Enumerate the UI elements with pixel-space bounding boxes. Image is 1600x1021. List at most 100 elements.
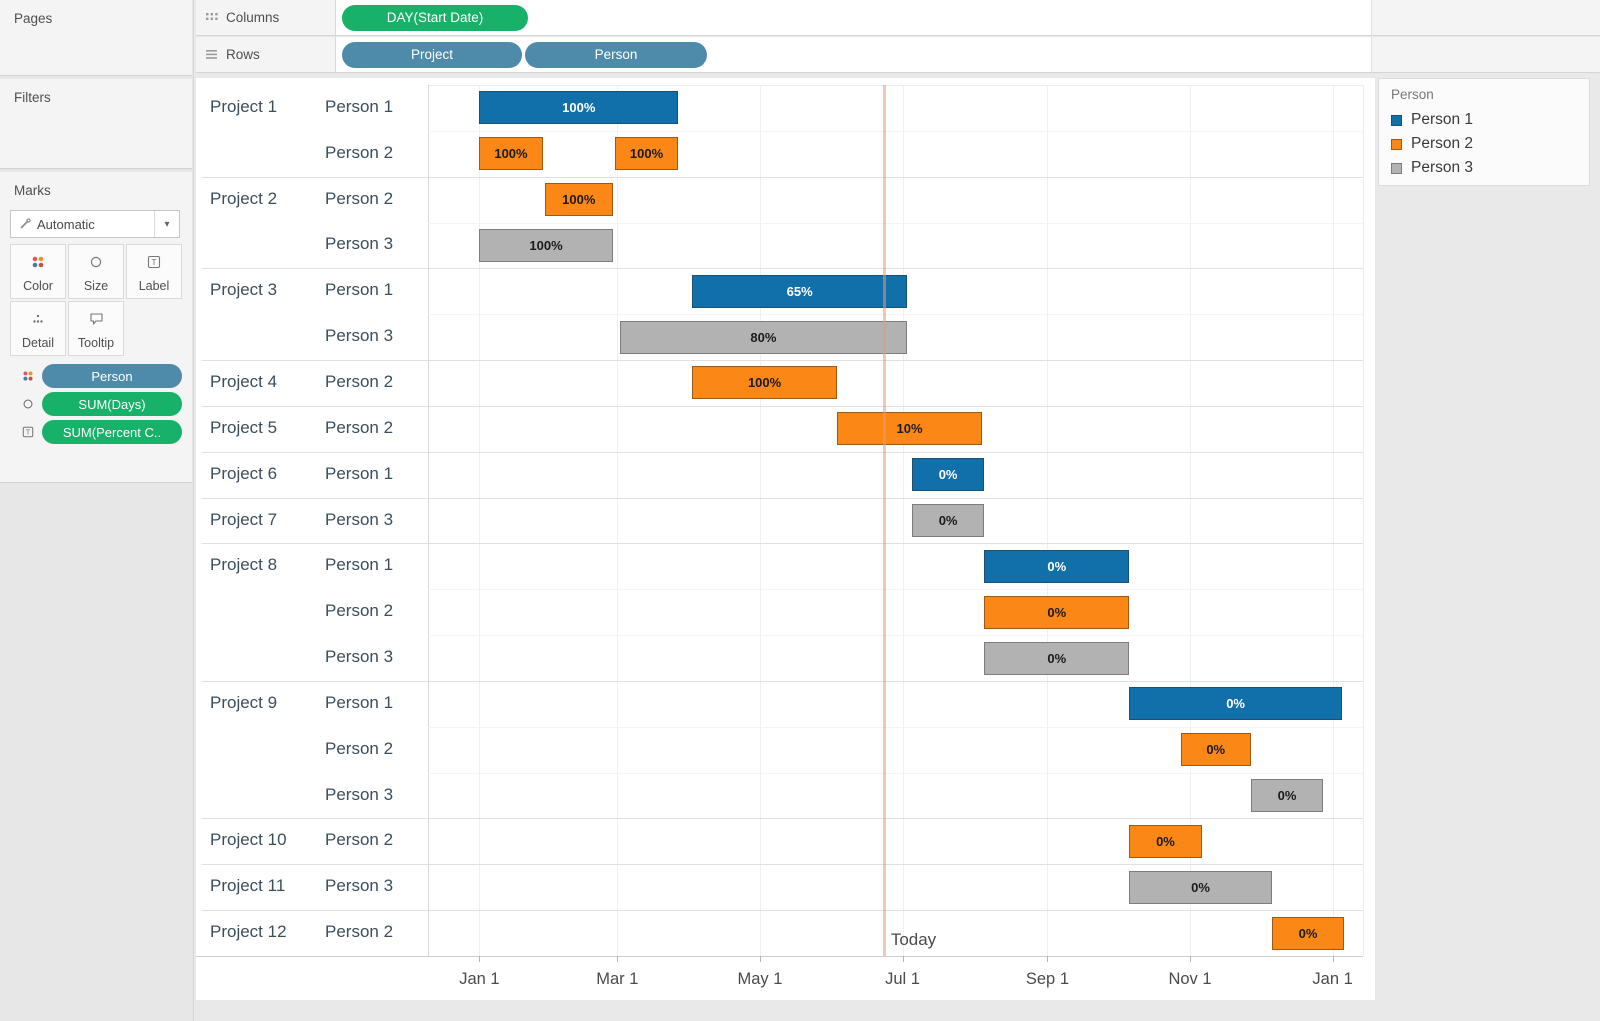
project-row-header[interactable]: Project 5	[210, 417, 278, 437]
project-row-header[interactable]: Project 9	[210, 692, 278, 712]
gantt-bar[interactable]: 100%	[479, 137, 543, 171]
gantt-bar[interactable]: 0%	[984, 595, 1130, 629]
person-row-header[interactable]: Person 1	[325, 555, 394, 575]
person-row-header[interactable]: Person 2	[325, 601, 394, 621]
gantt-bar[interactable]: 0%	[1129, 870, 1272, 904]
gantt-chart: Jan 1 Mar 1 May 1 Jul 1 Sep 1 Nov 1 Jan 1 Proje…	[196, 78, 1375, 1000]
mark-type-dropdown[interactable]: Automatic ▾	[10, 210, 180, 238]
marks-pills: Person SUM(Days) T SUM(Percent C..	[0, 362, 192, 446]
project-row-header[interactable]: Project 1	[210, 96, 278, 116]
shelf-pill[interactable]: DAY(Start Date)	[342, 4, 528, 31]
project-row-header[interactable]: Project 3	[210, 280, 278, 300]
gantt-bar[interactable]: 0%	[1129, 687, 1342, 721]
shelf-area: Columns DAY(Start Date) Rows Project Pers…	[196, 0, 1600, 74]
axis-tick	[902, 956, 904, 962]
label-icon: T	[20, 426, 36, 438]
gantt-bar[interactable]: 0%	[984, 641, 1130, 675]
detail-button[interactable]: Detail	[10, 301, 66, 356]
axis-tick	[479, 956, 481, 962]
today-label: Today	[890, 930, 937, 949]
gantt-bar[interactable]: 10%	[837, 412, 982, 446]
project-row-header[interactable]: Project 11	[210, 876, 286, 896]
person-row-header[interactable]: Person 1	[325, 280, 394, 300]
mark-type-value: Automatic	[37, 216, 95, 232]
person-row-header[interactable]: Person 1	[325, 96, 394, 116]
pages-shelf[interactable]: Pages	[0, 0, 192, 76]
tick-gridline	[1047, 85, 1049, 956]
gantt-bar[interactable]: 100%	[479, 228, 613, 262]
gantt-bar[interactable]: 100%	[615, 137, 679, 171]
marks-buttons: Color Size T Label	[10, 244, 186, 356]
size-button[interactable]: Size	[68, 244, 124, 299]
color-button[interactable]: Color	[10, 244, 66, 299]
project-row-header[interactable]: Project 6	[210, 463, 278, 483]
gantt-bar[interactable]: 0%	[1180, 733, 1251, 767]
person-row-header[interactable]: Person 3	[325, 647, 394, 667]
project-group-separator	[202, 680, 1363, 682]
tooltip-button[interactable]: Tooltip	[68, 301, 124, 356]
project-row-header[interactable]: Project 4	[210, 371, 278, 391]
person-row-separator	[428, 726, 1363, 728]
tooltip-icon	[89, 302, 104, 336]
gantt-bar[interactable]: 80%	[619, 320, 908, 354]
legend-item[interactable]: Person 2	[1379, 132, 1589, 156]
gantt-bar[interactable]: 0%	[1250, 779, 1324, 813]
columns-shelf-head: Columns	[196, 0, 336, 35]
project-row-header[interactable]: Project 2	[210, 188, 278, 208]
automatic-mark-icon	[19, 218, 31, 230]
person-row-header[interactable]: Person 1	[325, 692, 394, 712]
project-row-header[interactable]: Project 10	[210, 830, 287, 850]
project-row-header[interactable]: Project 12	[210, 922, 287, 942]
columns-pill-zone[interactable]: DAY(Start Date)	[336, 0, 1372, 35]
marks-pill-row: Person	[0, 362, 192, 390]
project-row-header[interactable]: Project 8	[210, 555, 278, 575]
rows-lines-icon	[206, 50, 218, 59]
person-row-header[interactable]: Person 2	[325, 188, 394, 208]
gantt-bar[interactable]: 65%	[692, 274, 908, 308]
person-row-header[interactable]: Person 3	[325, 234, 394, 254]
legend-item[interactable]: Person 3	[1379, 156, 1589, 180]
plot-top-border	[428, 85, 1363, 86]
axis-tick	[1047, 956, 1049, 962]
gantt-bar[interactable]: 100%	[479, 91, 679, 125]
person-row-header[interactable]: Person 3	[325, 876, 394, 896]
person-row-header[interactable]: Person 2	[325, 371, 394, 391]
person-row-header[interactable]: Person 2	[325, 830, 394, 850]
filters-shelf[interactable]: Filters	[0, 79, 192, 169]
legend-item[interactable]: Person 1	[1379, 108, 1589, 132]
gantt-bar[interactable]: 0%	[911, 504, 985, 537]
marks-pill[interactable]: SUM(Days)	[42, 392, 182, 416]
gantt-bar[interactable]: 0%	[984, 549, 1130, 583]
shelf-pill[interactable]: Person	[525, 41, 707, 68]
chevron-down-icon[interactable]: ▾	[154, 211, 179, 237]
label-button[interactable]: T Label	[126, 244, 182, 299]
person-row-header[interactable]: Person 3	[325, 326, 394, 346]
gantt-bar[interactable]: 0%	[1271, 916, 1345, 950]
axis-tick-label: May 1	[737, 970, 783, 988]
tick-gridline	[759, 85, 761, 956]
marks-pill[interactable]: Person	[42, 364, 182, 388]
legend-swatch	[1391, 162, 1402, 174]
axis-tick-label: Jan 1	[459, 970, 500, 988]
person-row-header[interactable]: Person 2	[325, 417, 394, 437]
svg-text:T: T	[26, 428, 31, 437]
axis-tick-label: Sep 1	[1025, 970, 1069, 988]
project-row-header[interactable]: Project 7	[210, 509, 278, 529]
gantt-bar[interactable]: 100%	[692, 366, 838, 400]
person-row-header[interactable]: Person 3	[325, 509, 394, 529]
shelf-pill[interactable]: Project	[342, 41, 522, 68]
person-row-header[interactable]: Person 2	[325, 142, 394, 162]
legend-items: Person 1 Person 2 Person 3	[1379, 108, 1589, 180]
person-row-header[interactable]: Person 1	[325, 463, 394, 483]
gantt-bar[interactable]: 100%	[544, 183, 613, 217]
person-row-header[interactable]: Person 3	[325, 784, 394, 804]
marks-pill[interactable]: SUM(Percent C..	[42, 420, 182, 444]
gantt-bar[interactable]: 0%	[911, 458, 985, 492]
project-group-separator	[202, 405, 1363, 407]
person-row-header[interactable]: Person 2	[325, 922, 394, 942]
project-group-separator	[202, 360, 1363, 362]
person-row-header[interactable]: Person 2	[325, 738, 394, 758]
tooltip-button-label: Tooltip	[77, 336, 115, 350]
gantt-bar[interactable]: 0%	[1129, 824, 1202, 858]
rows-pill-zone[interactable]: Project Person	[336, 37, 1372, 72]
